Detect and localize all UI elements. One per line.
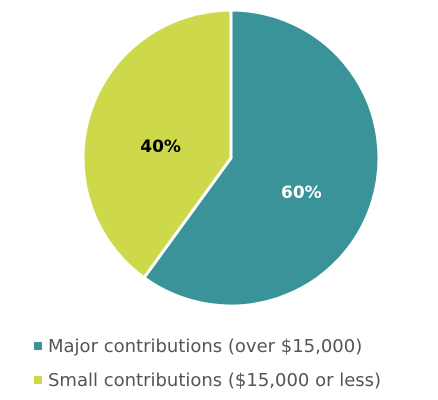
- legend-label: Small contributions ($15,000 or less): [48, 370, 381, 391]
- data-label: 40%: [140, 137, 181, 157]
- data-label: 60%: [281, 183, 322, 203]
- pie-slice: [81, 8, 233, 280]
- pie-slice: [142, 8, 381, 308]
- legend-marker: [34, 376, 42, 384]
- legend-marker: [34, 342, 42, 350]
- legend-label: Major contributions (over $15,000): [48, 336, 362, 357]
